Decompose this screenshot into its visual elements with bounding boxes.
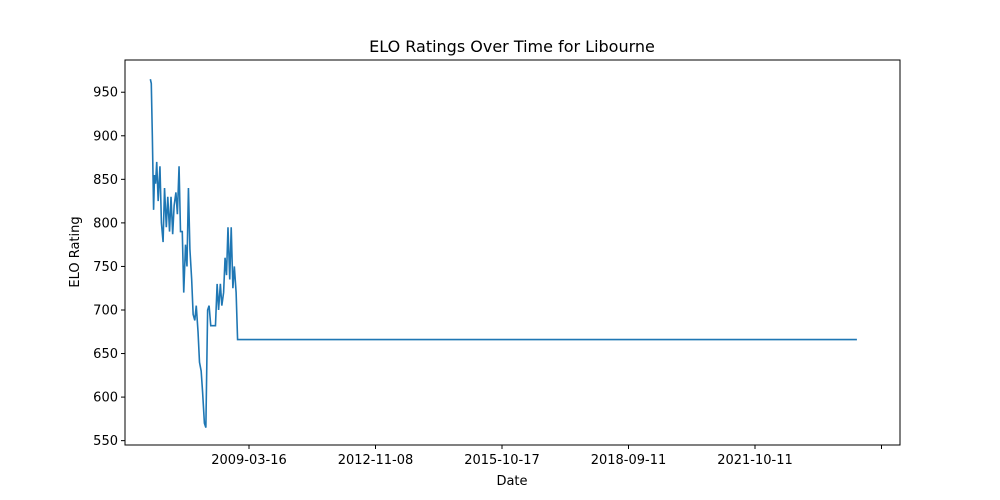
x-tick-label: 2009-03-16 bbox=[211, 453, 287, 468]
y-tick-label: 800 bbox=[93, 216, 118, 231]
x-axis: 2009-03-16 2012-11-08 2015-10-17 2018-09-11… bbox=[211, 445, 882, 468]
y-tick-label: 850 bbox=[93, 173, 118, 188]
y-tick-label: 950 bbox=[93, 86, 118, 101]
y-axis-title: ELO Rating bbox=[68, 216, 83, 287]
y-tick-label: 650 bbox=[93, 347, 118, 362]
x-tick-label: 2015-10-17 bbox=[464, 453, 540, 468]
y-tick-label: 600 bbox=[93, 391, 118, 406]
plot-frame bbox=[124, 59, 901, 446]
x-tick-label: 2018-09-11 bbox=[591, 453, 667, 468]
y-axis: 550 600 650 700 750 800 850 900 950 bbox=[93, 86, 125, 449]
x-tick-label: 2012-11-08 bbox=[338, 453, 414, 468]
plot-area bbox=[124, 59, 901, 446]
y-tick-label: 900 bbox=[93, 129, 118, 144]
y-tick-label: 750 bbox=[93, 260, 118, 275]
y-tick-label: 550 bbox=[93, 434, 118, 449]
x-axis-title: Date bbox=[496, 474, 527, 489]
x-tick-label: 2021-10-11 bbox=[717, 453, 793, 468]
chart-title: ELO Ratings Over Time for Libourne bbox=[369, 37, 655, 56]
series-line bbox=[149, 78, 857, 428]
y-tick-label: 700 bbox=[93, 303, 118, 318]
